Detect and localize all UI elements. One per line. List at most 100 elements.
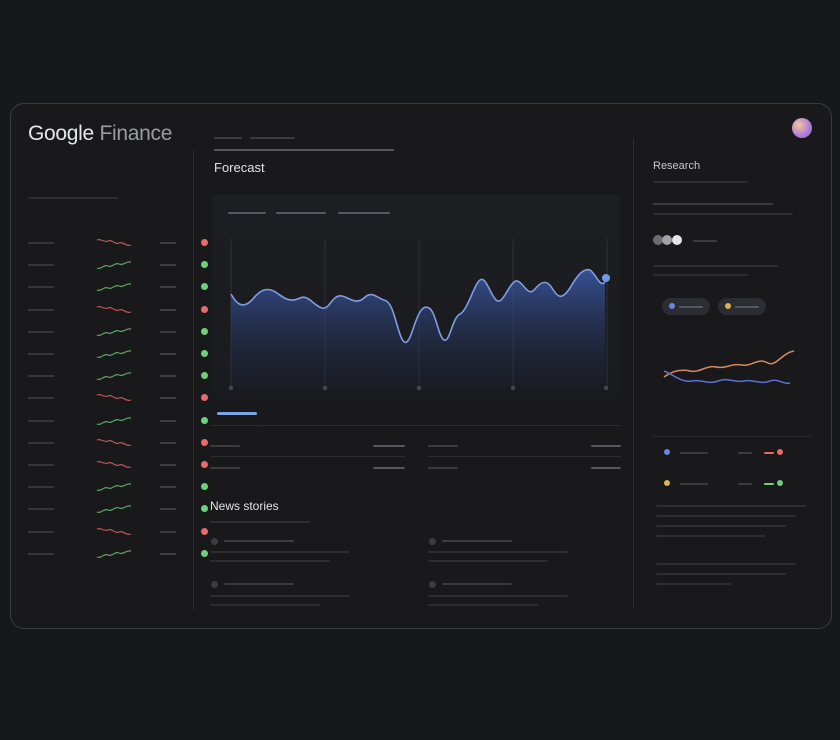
status-dot-negative — [201, 394, 208, 402]
watchlist-item[interactable] — [28, 502, 208, 516]
news-headline[interactable] — [428, 551, 568, 553]
chip-label — [735, 306, 759, 308]
research-text — [656, 515, 796, 517]
legend-value — [738, 452, 752, 454]
watchlist-item[interactable] — [28, 525, 208, 539]
current-point-marker[interactable] — [602, 274, 610, 282]
research-text — [656, 525, 786, 527]
sparkline-path — [96, 394, 132, 402]
watchlist-item-change — [160, 308, 176, 311]
status-dot-positive — [201, 261, 208, 269]
watchlist-item[interactable] — [28, 369, 208, 383]
status-dot-positive — [201, 416, 208, 424]
logo-product: Finance — [99, 122, 173, 145]
watchlist-item[interactable] — [28, 436, 208, 450]
stat-label — [428, 445, 458, 447]
sparkline — [96, 483, 132, 492]
tab-active-indicator[interactable] — [217, 412, 257, 415]
google-finance-logo[interactable]: Google Finance — [28, 122, 172, 146]
compare-chip-blue[interactable] — [662, 298, 710, 315]
watchlist-item-name — [28, 464, 54, 466]
chip-dot — [725, 303, 731, 309]
stat-divider — [210, 456, 406, 457]
forecast-area — [231, 269, 605, 388]
stat-value — [373, 467, 405, 469]
stat-label — [210, 467, 240, 469]
news-headline[interactable] — [210, 604, 320, 606]
tab-2[interactable] — [262, 425, 263, 427]
watchlist-item[interactable] — [28, 325, 208, 339]
stat-divider — [428, 456, 622, 457]
news-headline[interactable] — [210, 560, 330, 562]
news-source[interactable] — [442, 540, 512, 542]
sparkline-path — [96, 305, 132, 313]
header-bar — [214, 149, 394, 151]
watchlist-item-name — [28, 375, 54, 378]
comparison-chart — [663, 350, 795, 385]
tabs-underline — [210, 425, 620, 426]
sparkline-path — [96, 483, 132, 492]
watchlist-item-change — [160, 419, 176, 422]
research-text — [656, 573, 786, 575]
news-headline[interactable] — [428, 604, 538, 606]
research-line — [653, 203, 773, 205]
watchlist-item[interactable] — [28, 280, 208, 294]
watchlist-item[interactable] — [28, 236, 208, 250]
news-headline[interactable] — [428, 560, 548, 562]
series-blue-line — [663, 370, 791, 385]
news-source[interactable] — [224, 540, 294, 542]
watchlist-item-change — [160, 508, 176, 511]
news-source-icon — [429, 581, 436, 588]
watchlist-item[interactable] — [28, 547, 208, 561]
watchlist-item-name — [28, 264, 54, 267]
watchlist-item-change — [160, 530, 176, 533]
watchlist-item-change — [160, 552, 176, 555]
status-dot-positive — [201, 327, 208, 335]
news-headline[interactable] — [210, 595, 350, 597]
theme-toggle-icon[interactable] — [652, 234, 686, 246]
compare-chip-yellow[interactable] — [718, 298, 766, 315]
watchlist-item-name — [28, 441, 54, 444]
stat-label — [210, 445, 240, 447]
sparkline-path — [96, 372, 132, 381]
watchlist-item[interactable] — [28, 414, 208, 428]
watchlist-item[interactable] — [28, 303, 208, 317]
legend-status-positive — [777, 480, 783, 486]
watchlist-item-name — [28, 353, 54, 355]
sparkline — [96, 438, 132, 446]
watchlist-item[interactable] — [28, 391, 208, 405]
breadcrumb-2[interactable] — [250, 137, 295, 139]
legend-dot-yellow — [664, 480, 670, 486]
watchlist-item[interactable] — [28, 258, 208, 272]
sparkline — [96, 328, 132, 336]
legend-label — [680, 452, 708, 454]
status-dot-negative — [201, 305, 208, 313]
news-headline[interactable] — [210, 551, 350, 553]
forecast-title: Forecast — [214, 160, 265, 175]
news-headline[interactable] — [428, 595, 568, 597]
research-line — [653, 213, 793, 215]
sparkline-path — [96, 261, 132, 270]
watchlist-item[interactable] — [28, 480, 208, 494]
chart-filter-2[interactable] — [276, 212, 326, 214]
legend-value — [738, 483, 752, 485]
sparkline — [96, 460, 132, 469]
watchlist-item-name — [28, 552, 54, 555]
sparkline — [96, 505, 132, 514]
avatar[interactable] — [792, 118, 812, 138]
news-source-icon — [211, 581, 218, 588]
watchlist-item-change — [160, 464, 176, 466]
chart-filter-3[interactable] — [338, 212, 390, 214]
breadcrumb[interactable] — [214, 137, 242, 139]
chart-filter-1[interactable] — [228, 212, 266, 214]
status-dot-negative — [201, 438, 208, 446]
watchlist-item[interactable] — [28, 347, 208, 361]
watchlist-item[interactable] — [28, 458, 208, 472]
watchlist-item-change — [160, 286, 176, 289]
news-title: News stories — [210, 499, 279, 513]
status-dot-negative — [201, 239, 208, 246]
sparkline — [96, 527, 132, 535]
news-source[interactable] — [442, 583, 512, 585]
toggle-label — [693, 240, 717, 242]
news-source[interactable] — [224, 583, 294, 585]
